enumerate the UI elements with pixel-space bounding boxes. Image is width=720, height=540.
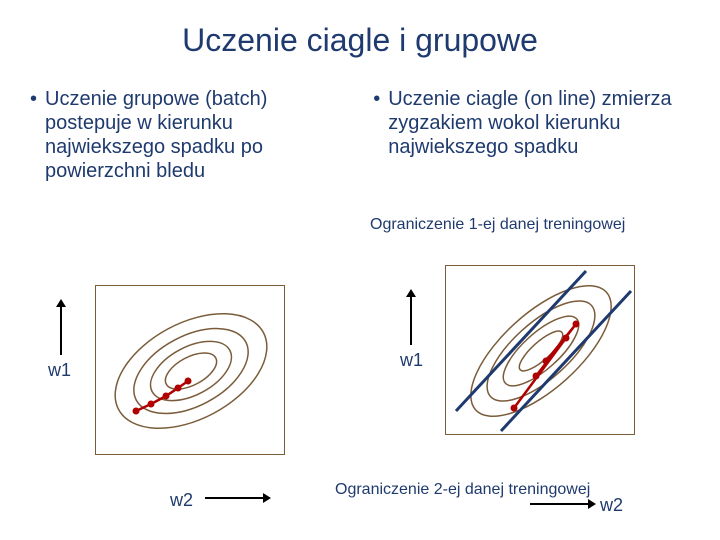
w1-right-label: w1 [400, 350, 423, 371]
bullets-row: • Uczenie grupowe (batch) postepuje w ki… [0, 59, 720, 193]
w2-right-label: w2 [600, 495, 623, 516]
w2-right-arrow [530, 503, 590, 505]
bullet-dot: • [373, 87, 380, 183]
w2-left-arrow [205, 497, 265, 499]
w1-right-arrow [410, 295, 412, 345]
bullet-right-text: Uczenie ciagle (on line) zmierza zygzaki… [388, 87, 690, 183]
page-title: Uczenie ciagle i grupowe [0, 0, 720, 59]
diagram-right-box [445, 265, 635, 435]
w1-left-label: w1 [48, 360, 71, 381]
online-diagram [446, 266, 636, 436]
bullet-left-text: Uczenie grupowe (batch) postepuje w kier… [45, 87, 347, 183]
constraint-top-label: Ograniczenie 1-ej danej treningowej [370, 215, 625, 234]
batch-diagram [96, 286, 286, 456]
diagram-left-box [95, 285, 285, 455]
bullet-left: • Uczenie grupowe (batch) postepuje w ki… [30, 87, 347, 183]
bullet-dot: • [30, 87, 37, 183]
bullet-right: • Uczenie ciagle (on line) zmierza zygza… [373, 87, 690, 183]
w1-left-arrow [60, 305, 62, 355]
constraint-bottom-label: Ograniczenie 2-ej danej treningowej [335, 480, 590, 499]
w2-left-label: w2 [170, 490, 193, 511]
